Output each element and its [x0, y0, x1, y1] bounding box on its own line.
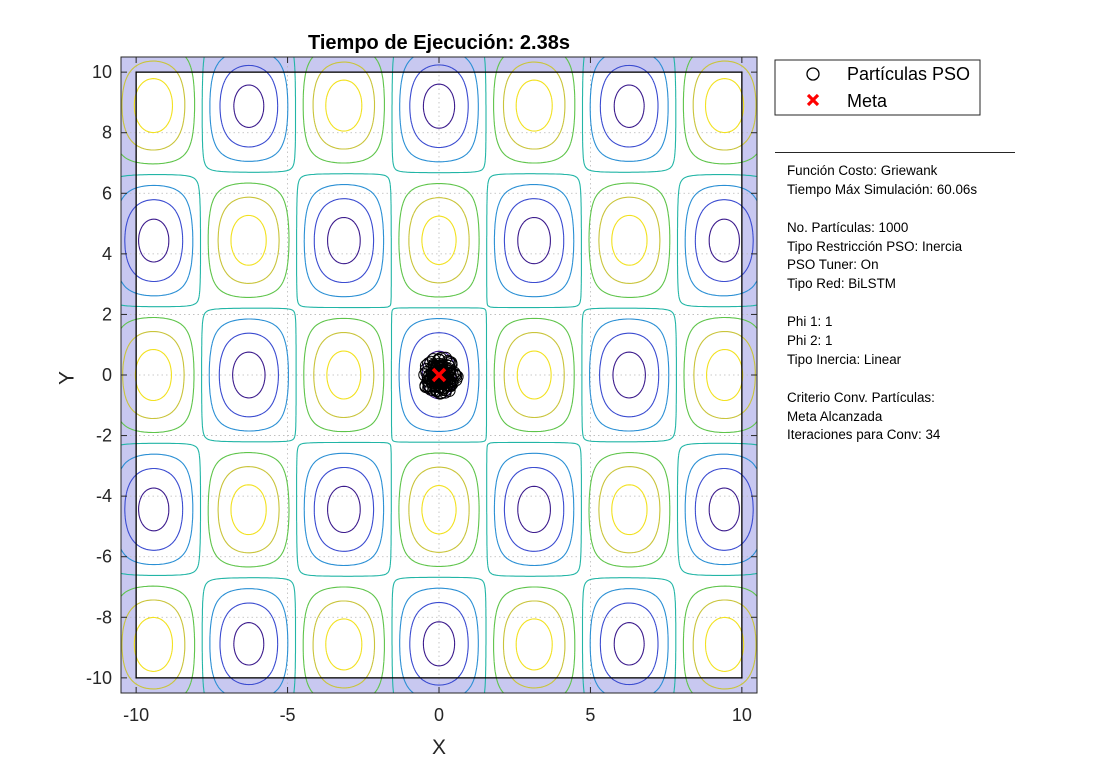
y-tick-label: -4	[96, 486, 112, 506]
contour-level-6	[133, 78, 745, 672]
info-inertia-type: Tipo Inercia: Linear	[787, 351, 902, 367]
info-divider	[775, 152, 1015, 153]
x-tick-label: 10	[732, 705, 752, 725]
x-tick-label: -10	[123, 705, 149, 725]
y-tick-label: 2	[102, 304, 112, 324]
y-tick-label: 10	[92, 62, 112, 82]
legend-x-icon	[806, 93, 820, 107]
x-axis-label: X	[432, 736, 446, 759]
info-max-sim-time: Tiempo Máx Simulación: 60.06s	[787, 181, 978, 197]
y-tick-label: 8	[102, 123, 112, 143]
search-boundary	[135, 71, 743, 679]
info-particle-count: No. Partículas: 1000	[787, 219, 909, 235]
info-iterations: Iteraciones para Conv: 34	[787, 427, 941, 443]
particle	[428, 361, 442, 375]
y-tick-label: -8	[96, 607, 112, 627]
legend-label-particles: Partículas PSO	[847, 64, 970, 84]
y-tick-label: -2	[96, 426, 112, 446]
x-tick-label: -5	[280, 705, 296, 725]
x-tick-label: 5	[585, 705, 595, 725]
legend-circle-icon	[806, 67, 820, 81]
contour-level-3	[121, 57, 757, 693]
x-tick-label: 0	[434, 705, 444, 725]
info-network-type: Tipo Red: BiLSTM	[787, 276, 896, 292]
info-phi1: Phi 1: 1	[787, 314, 833, 330]
contour-level-1	[124, 64, 754, 686]
contour-level-5	[121, 60, 757, 690]
info-convergence-criterion: Criterio Conv. Partículas:	[787, 389, 935, 405]
info-panel: Función Costo: Griewank Tiempo Máx Simul…	[787, 162, 1087, 445]
goal-x-stroke	[431, 367, 447, 383]
particle	[432, 353, 446, 367]
y-tick-label: 0	[102, 365, 112, 385]
particle	[436, 381, 450, 395]
y-tick-label: 4	[102, 244, 112, 264]
contour-level-4	[121, 57, 757, 693]
info-cost-function: Función Costo: Griewank	[787, 163, 938, 178]
particle	[438, 371, 452, 385]
info-phi2: Phi 2: 1	[787, 333, 833, 349]
goal-marker	[431, 367, 447, 383]
y-tick-label: -6	[96, 547, 112, 567]
legend-label-goal: Meta	[847, 91, 888, 111]
info-pso-tuner: PSO Tuner: On	[787, 257, 879, 273]
legend: Partículas PSO Meta	[774, 59, 981, 116]
info-restriction-type: Tipo Restricción PSO: Inercia	[787, 238, 963, 254]
y-axis-label: Y	[56, 371, 79, 385]
y-tick-label: -10	[86, 668, 112, 688]
axis-ticks: -10 -5 0 5 10 10 8 6 4 2 0 -2 -4 -6 -8 -10	[86, 57, 757, 725]
chart-title: Tiempo de Ejecución: 2.38s	[308, 32, 570, 54]
y-tick-label: 6	[102, 183, 112, 203]
particle	[445, 373, 459, 387]
info-goal-reached: Meta Alcanzada	[787, 408, 883, 424]
